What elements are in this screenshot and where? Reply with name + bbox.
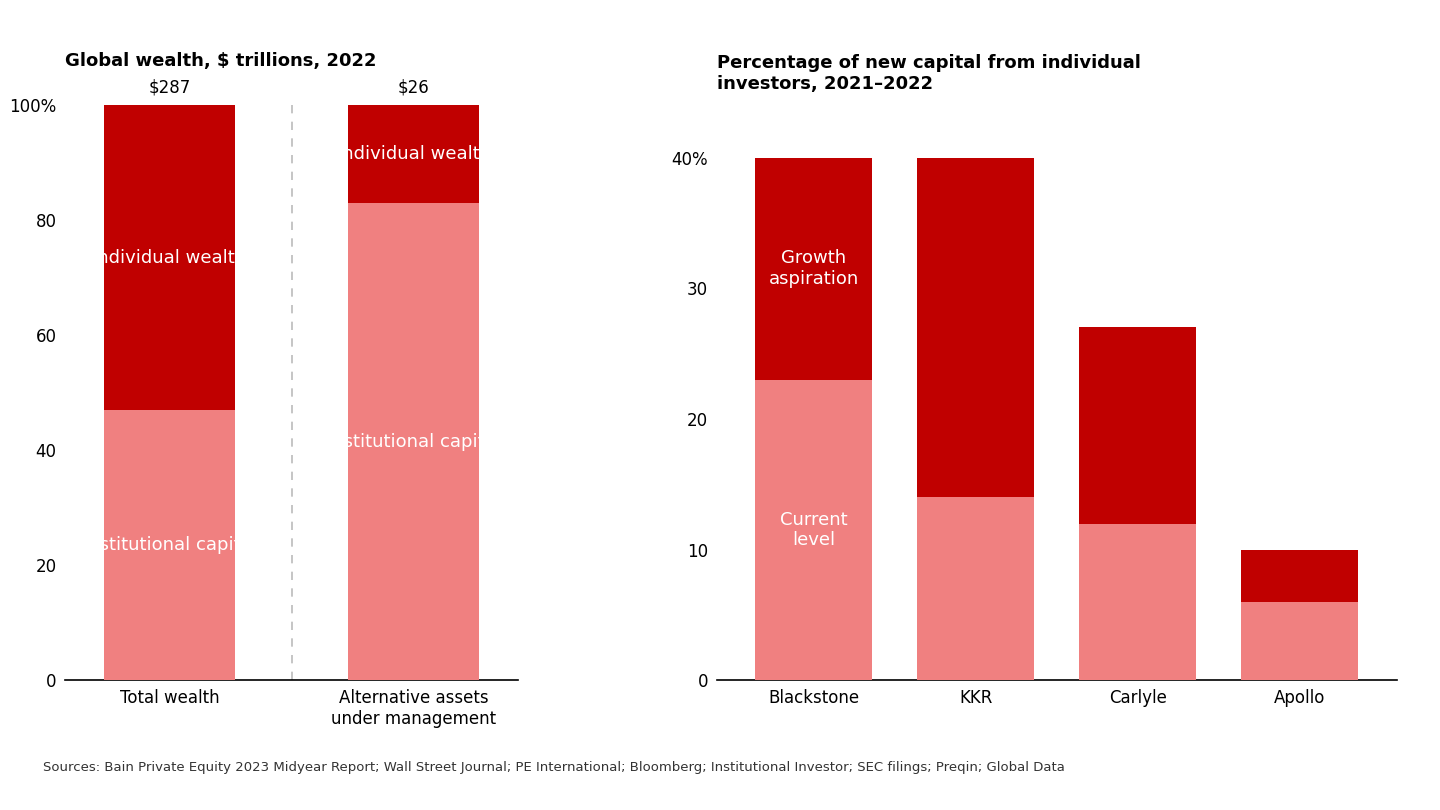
Bar	[756, 158, 873, 380]
Text: $26: $26	[397, 79, 429, 96]
Bar	[1080, 327, 1197, 523]
Text: Percentage of new capital from individual
investors, 2021–2022: Percentage of new capital from individua…	[717, 53, 1140, 92]
Bar	[756, 380, 873, 680]
Text: Institutional capital: Institutional capital	[327, 433, 501, 450]
Text: Sources: Bain Private Equity 2023 Midyear Report; Wall Street Journal; PE Intern: Sources: Bain Private Equity 2023 Midyea…	[43, 761, 1066, 774]
Bar	[917, 158, 1034, 497]
Text: Global wealth, $ trillions, 2022: Global wealth, $ trillions, 2022	[65, 53, 376, 70]
Bar	[104, 410, 235, 680]
Text: Individual wealth: Individual wealth	[92, 249, 246, 266]
Text: Current
level: Current level	[780, 510, 848, 549]
Bar	[1241, 550, 1358, 602]
Text: Growth
aspiration: Growth aspiration	[769, 249, 858, 288]
Bar	[1080, 523, 1197, 680]
Bar	[1241, 602, 1358, 680]
Text: Institutional capital: Institutional capital	[82, 536, 256, 554]
Text: $287: $287	[148, 79, 190, 96]
Bar	[917, 497, 1034, 680]
Bar	[348, 105, 480, 203]
Bar	[348, 203, 480, 680]
Bar	[104, 105, 235, 410]
Text: Individual wealth: Individual wealth	[337, 145, 491, 163]
